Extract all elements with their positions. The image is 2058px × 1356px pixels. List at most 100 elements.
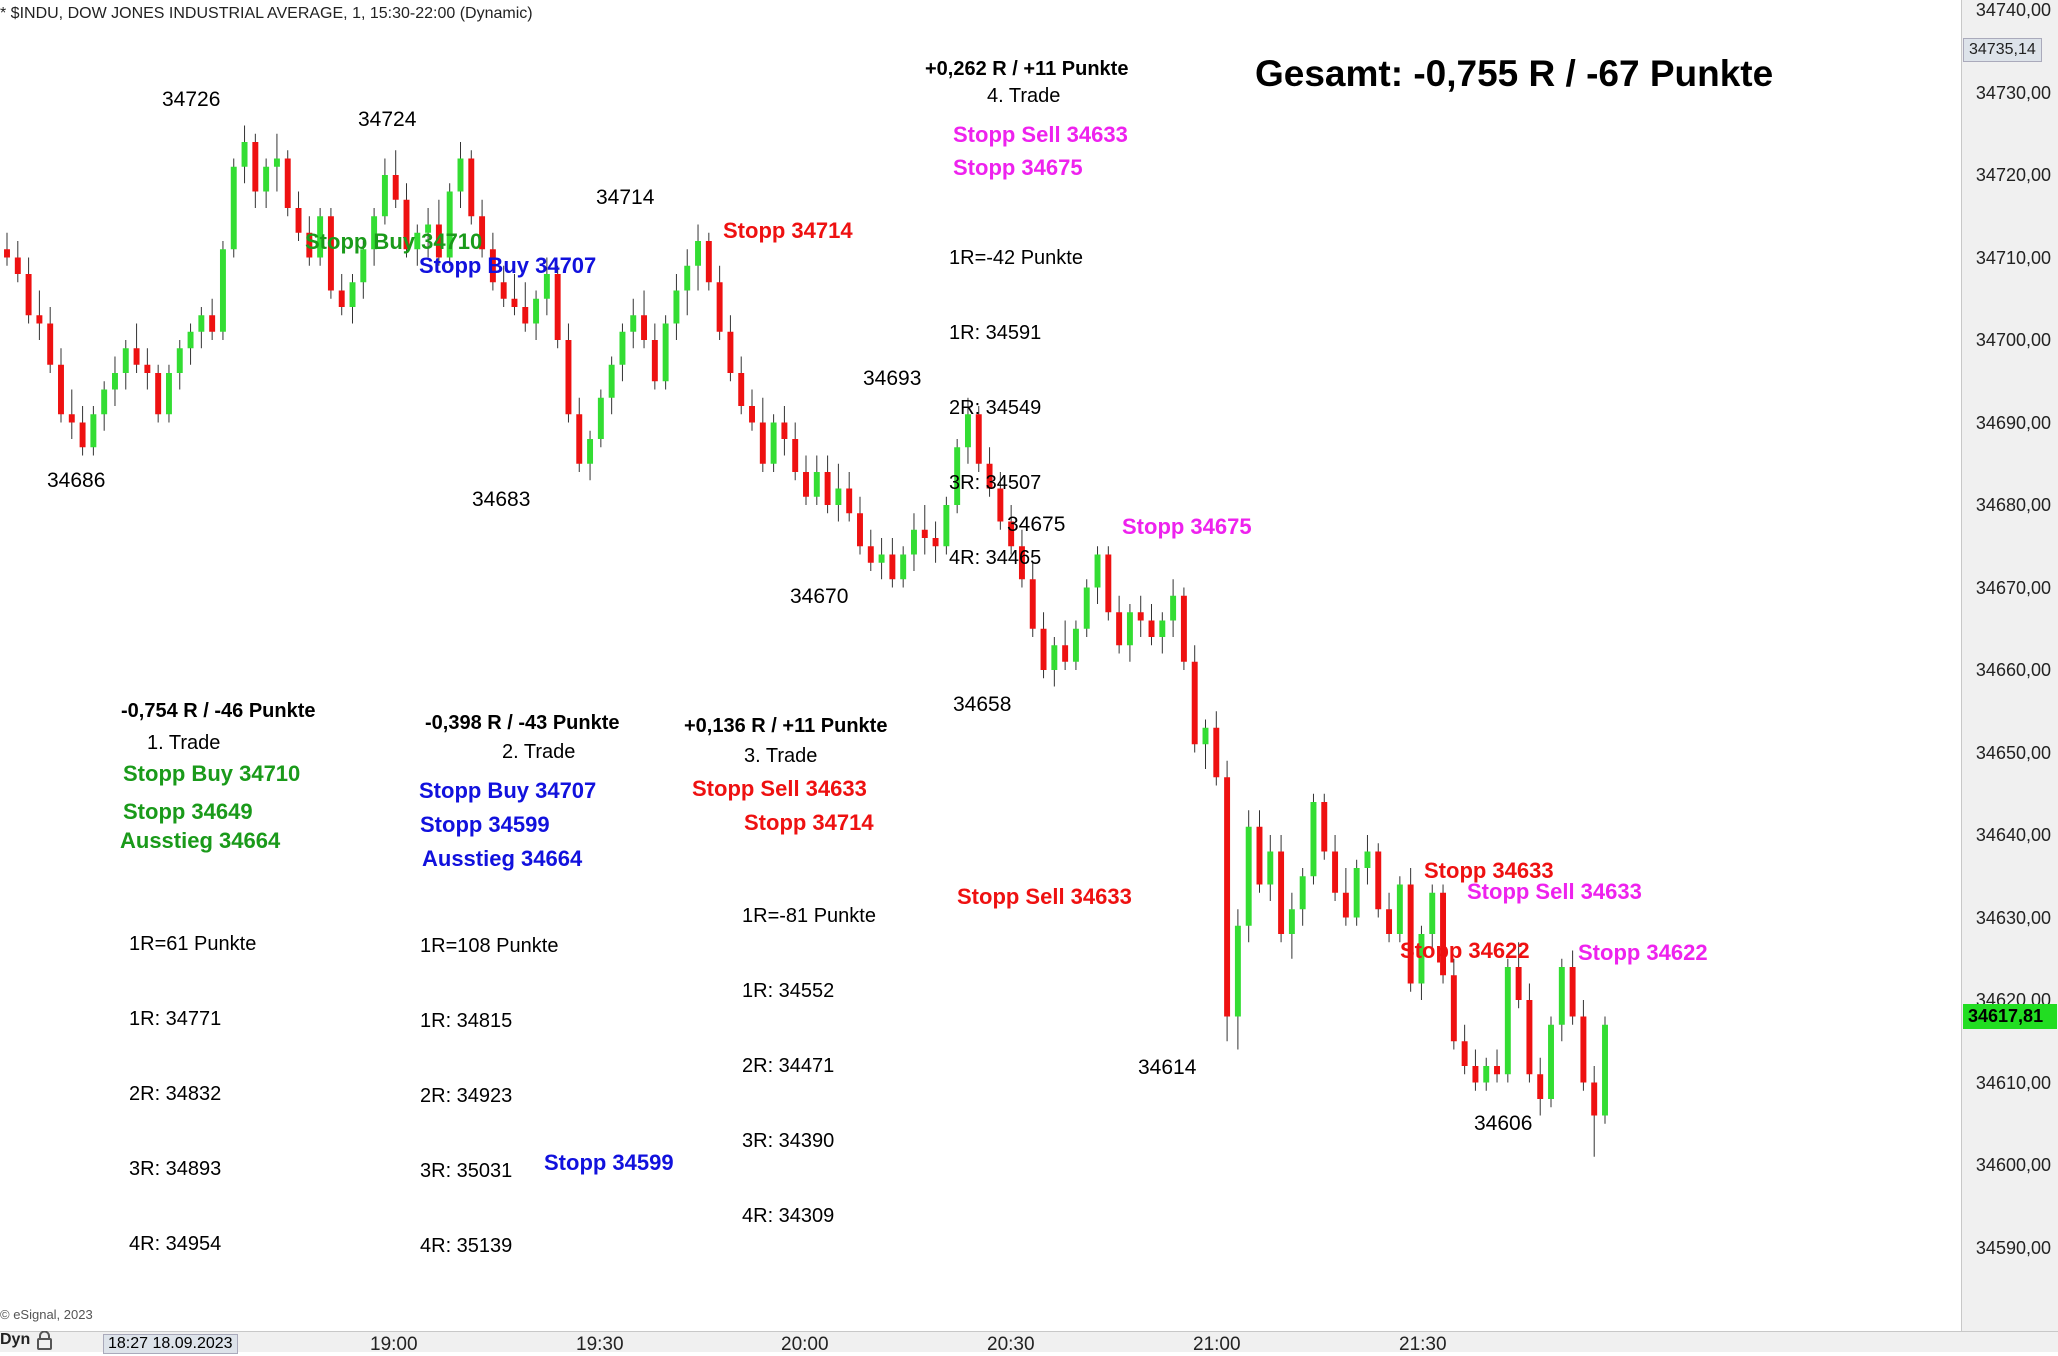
candle-up bbox=[900, 554, 907, 580]
candle-down bbox=[209, 315, 216, 332]
candle-up bbox=[878, 554, 885, 563]
trade-3-result: +0,136 R / +11 Punkte bbox=[684, 715, 888, 737]
candle-up bbox=[1548, 1024, 1554, 1099]
candle-down bbox=[1256, 826, 1263, 885]
candle-up bbox=[619, 331, 626, 365]
candle-up bbox=[1234, 925, 1241, 1017]
candle-up bbox=[371, 216, 378, 250]
price-axis-tick: 34660,00 bbox=[1975, 660, 2051, 680]
candle-up bbox=[1504, 967, 1511, 1075]
candle-down bbox=[1591, 1082, 1598, 1116]
candle-up bbox=[1288, 909, 1295, 934]
candle-down bbox=[651, 340, 658, 382]
candle-down bbox=[975, 414, 982, 464]
candle-up bbox=[414, 232, 421, 250]
price-label-low-2: 34683 bbox=[472, 488, 531, 511]
candle-down bbox=[565, 340, 572, 415]
candle-down bbox=[867, 546, 874, 563]
candle-down bbox=[1116, 612, 1123, 646]
candle-up bbox=[1602, 1024, 1608, 1116]
candle-up bbox=[1429, 892, 1436, 934]
candle-down bbox=[1450, 975, 1457, 1042]
price-axis-tick: 34700,00 bbox=[1975, 330, 2051, 350]
trade-1-level: 4R: 34954 bbox=[129, 1233, 222, 1255]
trade-4-level: 3R: 34507 bbox=[949, 472, 1042, 494]
price-axis-tick: 34730,00 bbox=[1975, 82, 2051, 103]
annotation-stopp-34633: Stopp 34633 bbox=[1424, 858, 1554, 883]
trade-2-name: 2. Trade bbox=[502, 741, 576, 763]
candle-down bbox=[986, 463, 993, 489]
candle-down bbox=[932, 538, 939, 547]
candle-up bbox=[608, 364, 615, 398]
candle-up bbox=[964, 414, 971, 448]
lock-icon[interactable] bbox=[36, 1330, 53, 1350]
trade-2-level: 2R: 34923 bbox=[420, 1085, 513, 1107]
candle-down bbox=[295, 208, 302, 233]
price-axis-tick: 34630,00 bbox=[1975, 907, 2051, 928]
candle-up bbox=[813, 472, 820, 497]
price-axis-tick: 34680,00 bbox=[1975, 495, 2051, 515]
candle-up bbox=[198, 315, 205, 332]
candle-down bbox=[1494, 1066, 1500, 1075]
price-label-high-1: 34726 bbox=[162, 88, 221, 111]
candle-up bbox=[446, 191, 453, 258]
trade-1-level: 2R: 34832 bbox=[129, 1083, 222, 1105]
annotation-stopp-34622-magenta: Stopp 34622 bbox=[1578, 940, 1708, 965]
candle-up bbox=[1558, 967, 1565, 1025]
candle-down bbox=[1407, 884, 1414, 984]
trade-1-order-exit: Ausstieg 34664 bbox=[120, 828, 281, 853]
time-axis-tick: 21:00 bbox=[1193, 1334, 1241, 1355]
price-axis-tick: 34610,00 bbox=[1975, 1072, 2051, 1093]
candle-down bbox=[4, 249, 10, 258]
candle-down bbox=[738, 373, 745, 406]
candle-up bbox=[457, 158, 464, 192]
candle-down bbox=[781, 422, 788, 439]
candle-down bbox=[803, 472, 809, 497]
candle-up bbox=[230, 166, 237, 250]
candle-down bbox=[468, 158, 475, 217]
candle-up bbox=[425, 224, 432, 233]
current-price-tag: 34617,81 bbox=[1963, 1004, 2057, 1029]
chart-header: * $INDU, DOW JONES INDUSTRIAL AVERAGE, 1… bbox=[0, 5, 533, 22]
trade-2-level: 3R: 35031 bbox=[420, 1160, 513, 1182]
candle-down bbox=[824, 472, 831, 505]
trade-2-level: 1R=108 Punkte bbox=[420, 935, 559, 957]
price-axis-tick: 34690,00 bbox=[1975, 412, 2051, 433]
price-label-high-5: 34675 bbox=[1007, 513, 1066, 536]
trade-2-order-exit: Ausstieg 34664 bbox=[422, 846, 583, 871]
candle-up bbox=[1310, 802, 1317, 877]
candle-up bbox=[1245, 826, 1252, 926]
candle-up bbox=[1483, 1066, 1490, 1083]
price-axis[interactable]: 34740,00 34730,00 34720,00 34710,00 34700,00… bbox=[1961, 0, 2058, 1331]
trade-4-order-stop: Stopp 34675 bbox=[953, 155, 1083, 180]
candle-down bbox=[1191, 661, 1198, 745]
time-axis[interactable] bbox=[0, 1331, 2058, 1352]
candle-down bbox=[338, 290, 345, 307]
annotation-stopp-buy-34707: Stopp Buy 34707 bbox=[419, 253, 597, 278]
candle-down bbox=[392, 175, 399, 200]
candle-up bbox=[263, 166, 270, 192]
price-axis-tick: 34740,00 bbox=[1975, 0, 2051, 20]
footer-copyright: © eSignal, 2023 bbox=[0, 1307, 93, 1322]
trade-4-level: 1R=-42 Punkte bbox=[949, 247, 1083, 269]
candle-up bbox=[943, 505, 950, 547]
annotation-stopp-34714: Stopp 34714 bbox=[723, 218, 853, 243]
trade-3-level: 4R: 34309 bbox=[742, 1205, 835, 1227]
candle-up bbox=[954, 447, 961, 505]
candle-down bbox=[1008, 521, 1015, 547]
trade-1-name: 1. Trade bbox=[147, 732, 221, 754]
price-axis-tick: 34670,00 bbox=[1975, 577, 2051, 598]
candle-down bbox=[155, 373, 162, 415]
candle-down bbox=[284, 158, 291, 208]
trade-4-level: 2R: 34549 bbox=[949, 397, 1042, 419]
price-axis-tick: 34590,00 bbox=[1975, 1237, 2051, 1258]
time-axis-tick: 20:30 bbox=[987, 1334, 1035, 1355]
price-label-low-5: 34614 bbox=[1138, 1056, 1197, 1079]
candle-up bbox=[533, 298, 540, 324]
candle-down bbox=[1029, 579, 1036, 629]
candle-up bbox=[695, 241, 701, 266]
trade-3-levels: 1R=-81 Punkte 1R: 34552 2R: 34471 3R: 34… bbox=[742, 854, 876, 1254]
footer-mode[interactable]: Dyn bbox=[0, 1331, 31, 1348]
candle-down bbox=[403, 199, 410, 250]
candle-down bbox=[749, 406, 755, 423]
